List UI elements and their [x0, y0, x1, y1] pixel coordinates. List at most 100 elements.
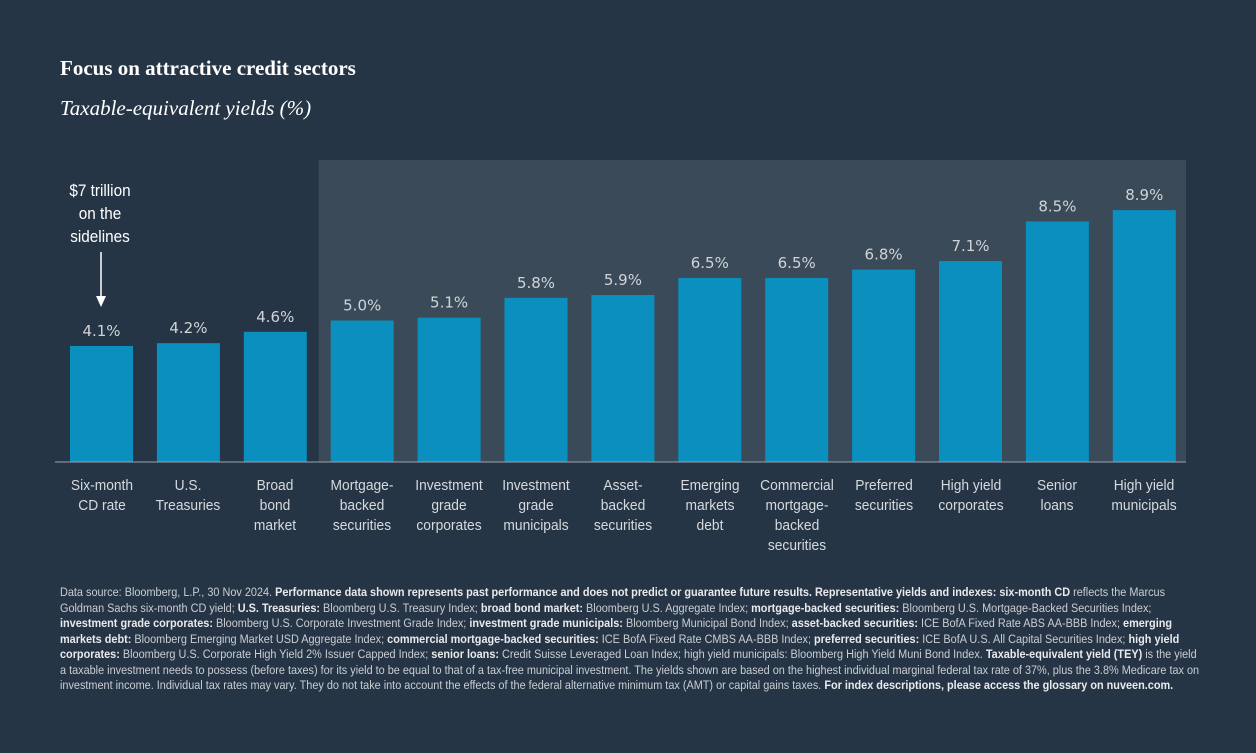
data-label: 7.1% — [951, 237, 989, 255]
category-label-line: corporates — [937, 497, 1004, 514]
data-label: 8.5% — [1038, 197, 1076, 215]
category-label-line: High yield — [940, 477, 1001, 494]
category-label-line: municipals — [1111, 497, 1177, 514]
data-label: 6.8% — [865, 246, 903, 264]
category-label: Emerging markets debt — [664, 476, 756, 536]
category-label-line: Commercial — [759, 477, 834, 494]
category-label-line: Mortgage- — [330, 477, 394, 494]
footnote-segment: ICE BofA Fixed Rate CMBS AA-BBB Index; — [598, 631, 815, 646]
category-label: Commercial mortgage-backed securities — [751, 476, 843, 556]
category-label-line: securities — [593, 517, 653, 534]
footnote-segment: Bloomberg Municipal Bond Index; — [622, 616, 792, 630]
footnote-segment: investment grade municipals: — [469, 616, 623, 630]
footnote-segment: high yield corporates: — [60, 631, 1180, 662]
category-label-line: mortgage- — [765, 497, 829, 514]
category-label: Investment grade corporates — [403, 476, 495, 536]
footnote-segment: Credit Suisse Leveraged Loan Index; high… — [499, 647, 986, 661]
category-label: Preferred securities — [838, 476, 930, 516]
chart-subtitle: Taxable-equivalent yields (%) — [60, 96, 312, 120]
bar — [939, 261, 1002, 462]
category-label-line: Emerging — [680, 477, 740, 494]
footnote-segment: emerging markets debt: — [60, 616, 1173, 646]
category-label-line: loans — [1040, 497, 1074, 514]
category-label-line: Six-month — [70, 477, 133, 494]
footnote-segment: Taxable-equivalent yield (TEY) — [985, 647, 1143, 661]
category-label-line: securities — [854, 497, 913, 514]
annotation-line: $7 trillion — [69, 181, 131, 200]
category-label-line: backed — [774, 517, 819, 534]
footnote-segment: broad bond market: — [480, 600, 583, 615]
bar — [678, 278, 742, 462]
category-label-line: Asset- — [603, 477, 643, 494]
footnote: Data source: Bloomberg, L.P., 30 Nov 202… — [60, 585, 1201, 694]
bar — [330, 320, 394, 462]
category-label-line: municipals — [503, 517, 569, 534]
category-label-line: High yield — [1113, 477, 1175, 494]
category-label-line: U.S. — [174, 477, 202, 494]
category-label-line: bond — [259, 497, 291, 514]
category-label-line: debt — [696, 517, 724, 534]
footnote-segment: Bloomberg U.S. Corporate High Yield 2% I… — [119, 647, 432, 661]
footnote-segment: commercial mortgage-backed securities: — [387, 631, 599, 646]
category-label-line: Investment — [502, 477, 570, 494]
footnote-segment: For index descriptions, please access th… — [824, 678, 1174, 692]
category-label: Six-month CD rate — [56, 476, 148, 516]
footnote-segment: U.S. Treasuries: — [237, 600, 321, 615]
category-label-line: backed — [339, 497, 385, 514]
category-label-line: securities — [333, 517, 392, 534]
arrow-down-icon-head — [96, 296, 106, 307]
category-label-line: Preferred — [854, 477, 913, 494]
annotation-line: sidelines — [70, 227, 130, 246]
bar — [417, 317, 481, 462]
bar — [765, 278, 829, 462]
footnote-segment: asset-backed securities: — [791, 616, 919, 630]
footnote-segment: Bloomberg U.S. Treasury Index; — [320, 600, 481, 615]
bar — [1025, 221, 1089, 462]
category-label-line: Senior — [1037, 477, 1078, 494]
footnote-segment: Bloomberg U.S. Aggregate Index; — [582, 600, 752, 615]
category-label: Senior loans — [1011, 476, 1103, 516]
category-label-line: CD rate — [77, 497, 126, 514]
category-label-line: grade — [431, 497, 467, 514]
bar — [243, 331, 307, 462]
category-label: Mortgage-backed securities — [316, 476, 408, 536]
footnote-segment: reflects the Marcus Goldman Sachs six-mo… — [60, 585, 1166, 615]
footnote-segment: ICE BofA Fixed Rate ABS AA-BBB Index; — [918, 616, 1124, 630]
data-label: 6.5% — [778, 254, 816, 272]
sidelines-annotation: $7 trillion on the sidelines — [57, 179, 143, 248]
data-label: 4.6% — [256, 308, 294, 326]
category-label-line: securities — [767, 537, 826, 554]
data-label: 5.0% — [343, 297, 381, 315]
data-label: 4.1% — [82, 322, 120, 340]
category-label: High yield municipals — [1098, 476, 1190, 516]
data-label: 6.5% — [691, 254, 729, 272]
bar — [504, 297, 568, 462]
category-label-line: grade — [518, 497, 554, 514]
data-label: 5.8% — [517, 274, 555, 292]
footnote-segment: investment grade corporates: — [60, 616, 213, 630]
category-label: High yield corporates — [925, 476, 1017, 516]
bar — [1112, 210, 1176, 462]
category-label-line: backed — [600, 497, 646, 514]
footnote-segment: Bloomberg Emerging Market USD Aggregate … — [131, 631, 388, 646]
category-label: Asset-backed securities — [577, 476, 669, 536]
chart-title: Focus on attractive credit sectors — [60, 56, 356, 80]
data-label: 8.9% — [1125, 186, 1163, 204]
category-label-line: market — [254, 517, 297, 534]
footnote-segment: preferred securities: — [814, 631, 920, 646]
bar — [852, 269, 916, 462]
footnote-segment: mortgage-backed securities: — [751, 600, 900, 615]
footnote-segment: Bloomberg U.S. Corporate Investment Grad… — [212, 616, 470, 630]
category-label-line: markets — [685, 497, 735, 514]
category-label-line: corporates — [416, 517, 482, 534]
footnote-segment: Data source: Bloomberg, L.P., 30 Nov 202… — [60, 585, 276, 599]
data-label: 4.2% — [169, 319, 207, 337]
footnote-segment: ICE BofA U.S. All Capital Securities Ind… — [919, 631, 1129, 646]
footnote-segment: Performance data shown represents past p… — [275, 585, 1071, 599]
data-label: 5.1% — [430, 294, 468, 312]
footnote-segment: Bloomberg U.S. Mortgage-Backed Securitie… — [899, 600, 1152, 615]
category-label: Broad bond market — [229, 476, 321, 536]
data-label: 5.9% — [604, 271, 642, 289]
category-label: Investment grade municipals — [490, 476, 582, 536]
